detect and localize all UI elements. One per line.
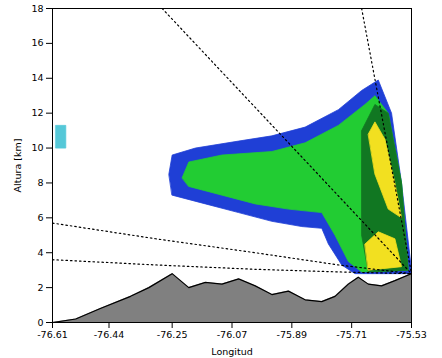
svg-text:16: 16 bbox=[31, 37, 43, 48]
svg-text:6: 6 bbox=[37, 212, 43, 223]
svg-text:-76.44: -76.44 bbox=[94, 329, 125, 340]
svg-text:8: 8 bbox=[37, 177, 43, 188]
svg-text:14: 14 bbox=[31, 72, 43, 83]
svg-text:-76.07: -76.07 bbox=[217, 329, 248, 340]
svg-text:Altura [km]: Altura [km] bbox=[12, 139, 23, 193]
svg-text:-76.61: -76.61 bbox=[37, 329, 68, 340]
svg-text:12: 12 bbox=[31, 107, 43, 118]
svg-text:0: 0 bbox=[37, 317, 43, 328]
svg-text:-75.71: -75.71 bbox=[336, 329, 367, 340]
svg-text:10: 10 bbox=[31, 142, 43, 153]
svg-text:-75.89: -75.89 bbox=[277, 329, 308, 340]
svg-text:Longitud: Longitud bbox=[211, 346, 252, 357]
svg-text:4: 4 bbox=[37, 247, 43, 258]
svg-text:18: 18 bbox=[31, 3, 43, 14]
svg-text:2: 2 bbox=[37, 282, 43, 293]
svg-text:-75.53: -75.53 bbox=[396, 329, 427, 340]
svg-text:-76.25: -76.25 bbox=[157, 329, 188, 340]
